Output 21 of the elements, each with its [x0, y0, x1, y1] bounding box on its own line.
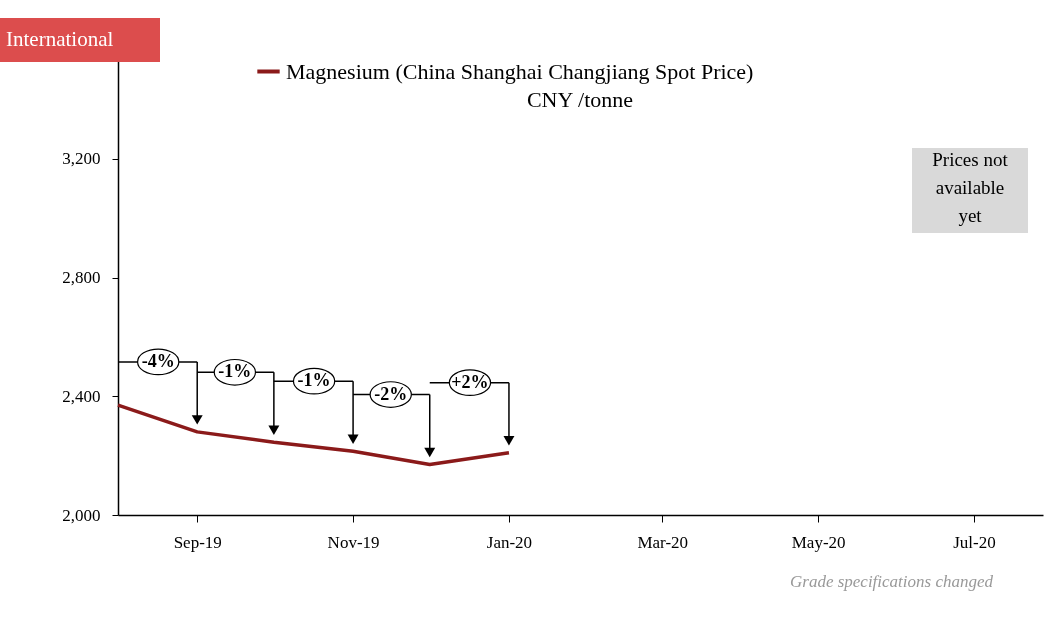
- line-series: [116, 403, 511, 467]
- x-tick-label: Jul-20: [953, 532, 996, 552]
- text: Grade specifications changed: [789, 572, 994, 591]
- x-tick-label: Nov-19: [327, 532, 380, 552]
- y-tick-label: 2,000: [62, 505, 101, 525]
- annotation: Prices not available yet: [932, 149, 1009, 226]
- x-tick-label: May-20: [791, 532, 846, 552]
- x-tick-label: Jan-20: [486, 532, 533, 552]
- y-tick-label: 3,200: [62, 149, 101, 169]
- text: CNY /tonne: [526, 87, 634, 112]
- annotation: -1%: [218, 361, 252, 382]
- annotation: +2%: [451, 371, 489, 392]
- legend-label: Magnesium (China Shanghai Changjiang Spot Price): [286, 58, 754, 84]
- annotation: -2%: [374, 383, 408, 404]
- y-tick-label: 2,400: [62, 386, 101, 406]
- x-tick-label: Mar-20: [637, 532, 689, 552]
- annotation: -4%: [141, 350, 175, 371]
- text: International: [6, 27, 114, 51]
- x-tick-label: Sep-19: [173, 532, 222, 552]
- annotation: -1%: [297, 370, 331, 391]
- y-tick-label: 2,800: [62, 268, 101, 287]
